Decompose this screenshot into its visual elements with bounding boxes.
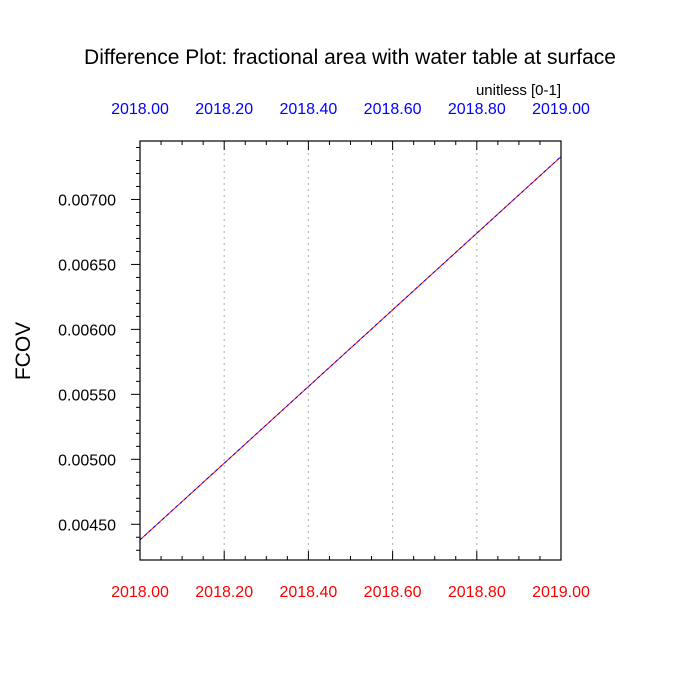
y-tick-label: 0.00550: [58, 387, 116, 404]
x-tick-label-top: 2018.60: [364, 101, 422, 118]
x-tick-label-bottom: 2018.20: [195, 584, 253, 601]
x-tick-label-top: 2018.80: [448, 101, 506, 118]
grid-layer: [223, 141, 478, 560]
y-tick-label: 0.00600: [58, 322, 116, 339]
x-tick-label-bottom: 2018.00: [111, 584, 169, 601]
x-tick-label-bottom: 2018.40: [279, 584, 337, 601]
x-tick-label-top: 2018.20: [195, 101, 253, 118]
y-tick-label: 0.00650: [58, 257, 116, 274]
chart-title: Difference Plot: fractional area with wa…: [84, 46, 616, 69]
units-label: unitless [0-1]: [476, 82, 561, 99]
series-line: [139, 156, 562, 541]
x-tick-label-bottom: 2019.00: [532, 584, 590, 601]
x-tick-label-top: 2018.40: [279, 101, 337, 118]
label-layer: 2018.00 2018.20 2018.40 2018.60 2018.80 2019.…: [58, 101, 590, 601]
x-tick-label-top: 2018.00: [111, 101, 169, 118]
series-layer: [139, 156, 562, 541]
x-tick-label-top: 2019.00: [532, 101, 590, 118]
x-tick-label-bottom: 2018.80: [448, 584, 506, 601]
y-tick-label: 0.00700: [58, 192, 116, 209]
y-tick-label: 0.00500: [58, 452, 116, 469]
x-tick-label-bottom: 2018.60: [364, 584, 422, 601]
plot-frame: [139, 140, 562, 561]
y-axis-title: FCOV: [12, 322, 35, 380]
tick-layer: [131, 141, 562, 560]
y-tick-label: 0.00450: [58, 517, 116, 534]
